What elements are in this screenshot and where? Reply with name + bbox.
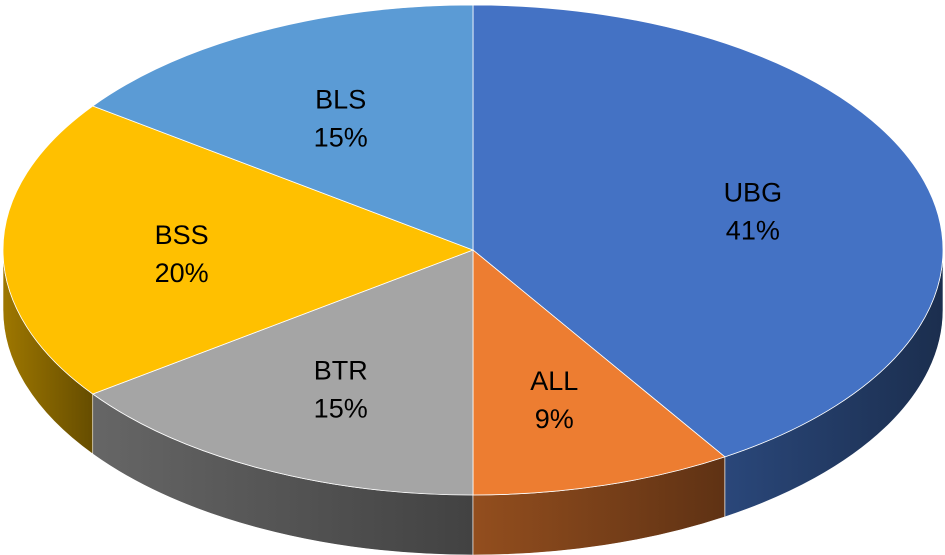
- slice-value-bls: 15%: [314, 123, 368, 153]
- pie-sides: [2, 249, 944, 555]
- pie-slice-btr: [91, 249, 474, 496]
- pie-labels: UBG 41% ALL 9% BTR 15% BSS 20% BLS 15%: [155, 85, 783, 434]
- pie-slice-bss: [2, 105, 475, 395]
- pie-slice-all: [472, 249, 726, 496]
- slice-value-all: 9%: [535, 404, 574, 434]
- slice-label-all: ALL: [530, 366, 578, 396]
- slice-value-ubg: 41%: [726, 216, 780, 246]
- slice-value-btr: 15%: [314, 393, 368, 423]
- slice-label-bss: BSS: [155, 220, 209, 250]
- pie-slice-ubg: [472, 4, 944, 458]
- slice-value-bss: 20%: [155, 258, 209, 288]
- slice-label-btr: BTR: [314, 355, 368, 385]
- pie-top-faces: [2, 4, 944, 496]
- slice-label-bls: BLS: [315, 85, 366, 115]
- pie-slice-bls: [91, 4, 474, 251]
- slice-label-ubg: UBG: [724, 178, 783, 208]
